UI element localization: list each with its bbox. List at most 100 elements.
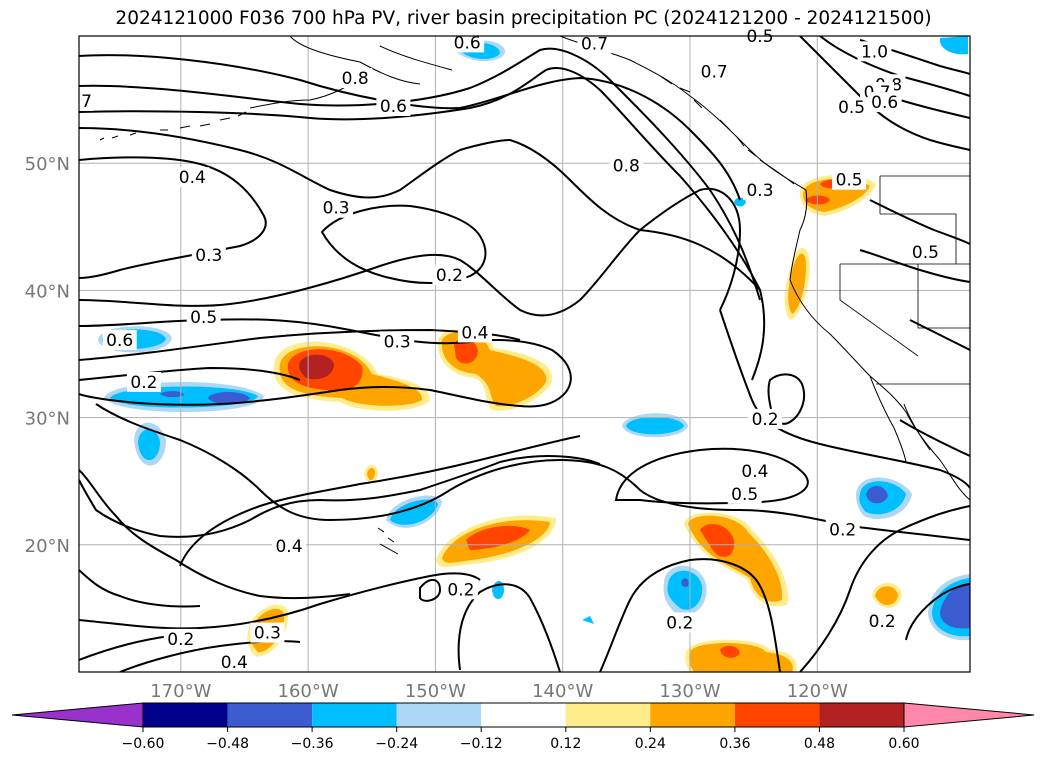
colorbar-segment (227, 703, 313, 727)
pv-contour (79, 127, 761, 291)
pv-contour (79, 156, 267, 279)
colorbar-tick-label: 0.24 (635, 736, 666, 752)
pv-contour (79, 54, 741, 201)
contour-label: 0.2 (666, 613, 693, 633)
pv-contour (419, 579, 442, 602)
longitude-label: 170°W (150, 681, 211, 702)
blue-anomaly (939, 36, 968, 55)
colorbar-tick-label: 0.36 (719, 736, 750, 752)
contour-label-bg (857, 41, 892, 62)
contour-label: 0.7 (581, 35, 608, 55)
colorbar-min-arrow (11, 702, 144, 728)
pv-contour (799, 36, 970, 151)
blue-anomaly (138, 429, 160, 461)
warm-anomaly (720, 645, 740, 658)
contour-label: 0.5 (912, 243, 939, 263)
contour-label: 0.2 (447, 580, 474, 600)
pv-contour (799, 505, 970, 672)
contour-label: 0.8 (613, 157, 640, 177)
colorbar-tick-label: −0.36 (291, 736, 334, 752)
baja-coast (869, 375, 931, 463)
contour-label-bg (250, 622, 285, 643)
pv-contour (859, 249, 970, 283)
longitude-label: 130°W (659, 681, 720, 702)
blue-anomaly (681, 578, 689, 587)
contour-label-bg (338, 68, 373, 88)
pv-contour (79, 187, 742, 317)
contour-label: 0.4 (179, 168, 206, 188)
warm-anomaly (454, 338, 478, 364)
pv-contour (79, 569, 201, 608)
colorbar-tick-label: −0.12 (460, 736, 503, 752)
contour-label-bg (217, 651, 252, 672)
contour-label: 0.6 (871, 93, 898, 113)
warm-anomaly (875, 586, 898, 606)
contour-label-bg (272, 536, 306, 557)
pv-contour (614, 447, 809, 505)
colorbar-tick-label: −0.24 (375, 736, 418, 752)
pv-contours (79, 36, 970, 672)
colorbar-segment (650, 703, 735, 727)
colorbar-segment (481, 703, 566, 727)
colorbar-frame (142, 702, 905, 728)
contour-label: 0.5 (838, 98, 865, 118)
latitude-label: 50°N (25, 154, 70, 175)
precipitation-shading (98, 36, 970, 672)
colorbar-tick-label: 0.60 (888, 736, 919, 752)
contour-label: 0.6 (380, 97, 407, 117)
longitude-label: 160°W (278, 681, 339, 702)
blue-anomaly (582, 616, 594, 624)
pv-contour (909, 319, 970, 351)
pv-contour (95, 403, 970, 541)
map-frame (78, 35, 971, 673)
north-america-coast (789, 189, 970, 501)
contour-label-bg (443, 579, 478, 600)
contour-label: 0.5 (836, 171, 863, 191)
latitude-label: 40°N (25, 281, 70, 302)
colorbar-tick-label: −0.48 (206, 736, 249, 752)
warm-anomaly (466, 525, 530, 550)
contour-label-bg (126, 372, 161, 392)
colorbar-segment (396, 703, 482, 727)
coastlines (99, 36, 970, 555)
bc-islands (659, 75, 757, 157)
blue-anomaly (208, 392, 250, 404)
blue-anomaly (626, 417, 684, 435)
colorbar-segment (819, 703, 904, 727)
colorbar-tick-label: 0.48 (804, 736, 835, 752)
contour-label-bg (609, 155, 644, 176)
colorbar-max-arrow (903, 702, 1035, 728)
contour-label: 0.4 (461, 323, 488, 343)
contour-label: 0.2 (436, 266, 463, 286)
contour-label-bg (867, 92, 902, 113)
colorbar: −0.60 −0.48 −0.36 −0.24 −0.12 0.12 0.24 0.36 0.4… (11, 702, 1035, 752)
pv-contour (79, 318, 572, 408)
pv-contour (457, 583, 561, 672)
blue-anomaly (940, 584, 970, 629)
contour-label: 0.2 (869, 612, 896, 632)
contour-label: 0.3 (195, 246, 222, 266)
contour-label: 7 (81, 92, 92, 112)
contour-label-bg (163, 628, 198, 649)
contour-label-bg (102, 330, 137, 350)
warm-anomaly (806, 195, 830, 205)
contour-label-bg (908, 242, 943, 263)
aleutian-islands (99, 111, 247, 141)
contour-labels: 0.60.70.51.00.80.70.80.70.60.570.60.40.8… (79, 26, 943, 673)
contour-label-bg (432, 265, 467, 286)
pv-contour (179, 435, 581, 567)
contour-label-bg (662, 612, 697, 633)
contour-label: 0.2 (130, 373, 157, 393)
pv-contour (767, 373, 806, 425)
contour-label-bg (737, 461, 772, 481)
warm-anomaly (788, 253, 806, 314)
contour-label-bg (748, 408, 783, 429)
warm-anomaly (689, 643, 793, 672)
contour-label: 0.3 (384, 332, 411, 352)
contour-label: 0.7 (701, 63, 728, 83)
contour-label: 0.6 (454, 33, 481, 53)
warm-anomaly (367, 468, 376, 480)
blue-anomaly (390, 499, 438, 525)
contour-label: 0.6 (106, 331, 133, 351)
longitude-label: 140°W (532, 681, 593, 702)
